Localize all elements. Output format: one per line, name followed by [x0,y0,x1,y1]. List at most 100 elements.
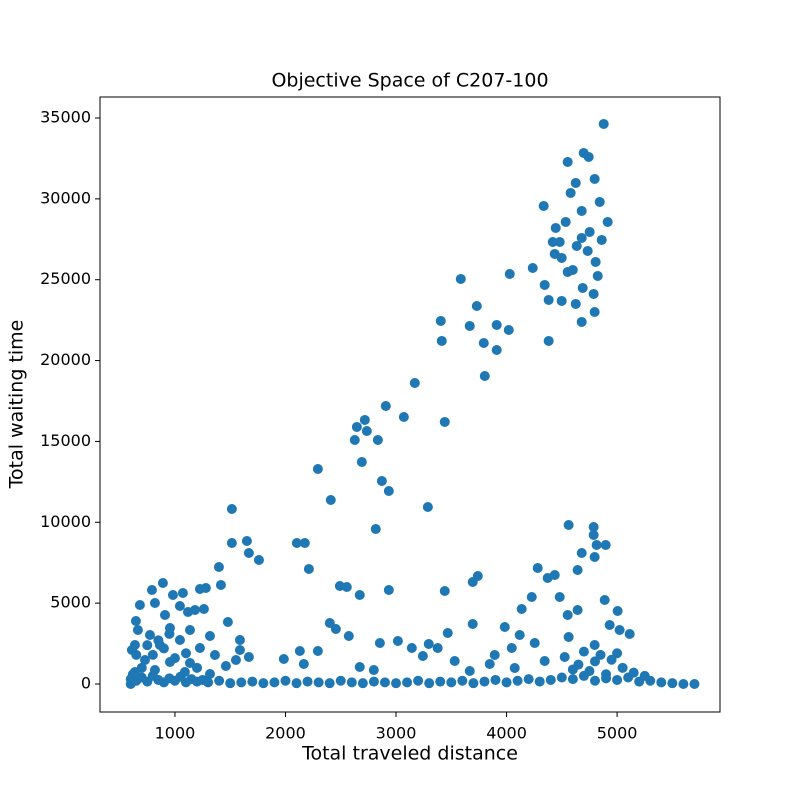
point [280,675,291,686]
point [402,677,413,688]
point [491,344,502,355]
point [194,642,205,653]
point [503,324,514,335]
y-tick-label: 5000 [50,593,91,612]
point [409,377,420,388]
point [325,494,336,505]
point [226,537,237,548]
point [534,676,545,687]
point [230,654,241,665]
point [584,226,595,237]
point [484,658,495,669]
point [543,335,554,346]
point [576,316,587,327]
y-tick-label: 15000 [40,431,91,450]
point [570,298,581,309]
plot-frame [99,96,721,713]
point [612,648,623,659]
point [291,678,302,689]
point [144,629,155,640]
y-tick-label: 10000 [40,512,91,531]
point [131,649,142,660]
point [380,400,391,411]
point [543,294,554,305]
point [130,615,141,626]
point [468,678,479,689]
point [354,589,365,600]
point [294,645,305,656]
point [523,674,534,685]
point [601,669,612,680]
point [602,216,613,227]
point [549,569,560,580]
point [439,585,450,596]
point [359,414,370,425]
point [146,584,157,595]
point [269,677,280,688]
point [565,187,576,198]
point [594,196,605,207]
x-tick-label: 3000 [376,724,417,743]
point [556,672,567,683]
point [539,279,550,290]
point [157,577,168,588]
point [678,678,689,689]
point [241,535,252,546]
point [589,173,600,184]
point [471,300,482,311]
x-tick-label: 1000 [155,724,196,743]
point [167,589,178,600]
point [313,677,324,688]
point [562,609,573,620]
point [177,587,188,598]
point [422,501,433,512]
point [215,579,226,590]
point [556,295,567,306]
point [361,425,372,436]
point [436,335,447,346]
point [499,621,510,632]
point [343,630,354,641]
point [139,654,150,665]
point [174,600,185,611]
point [567,664,578,675]
point [198,603,209,614]
point [588,521,599,532]
point [589,675,600,686]
point [376,475,387,486]
point [159,609,170,620]
point [341,581,352,592]
point [589,656,600,667]
point [335,675,346,686]
point [374,637,385,648]
point [383,485,394,496]
point [562,156,573,167]
point [559,651,570,662]
point [550,222,561,233]
point [539,655,550,666]
point [582,245,593,256]
point [225,678,236,689]
point [547,236,558,247]
point [628,667,639,678]
point [667,678,678,689]
point [571,240,582,251]
point [243,547,254,558]
point [577,282,588,293]
point [424,678,435,689]
x-tick-label: 5000 [597,724,638,743]
point [479,676,490,687]
point [169,653,180,664]
point [406,642,417,653]
y-tick-label: 30000 [40,188,91,207]
point [324,617,335,628]
point [560,216,571,227]
point [346,677,357,688]
point [184,624,195,635]
point [354,661,365,672]
point [204,668,215,679]
point [253,554,264,565]
point [142,640,153,651]
point [604,619,615,630]
point [501,677,512,688]
